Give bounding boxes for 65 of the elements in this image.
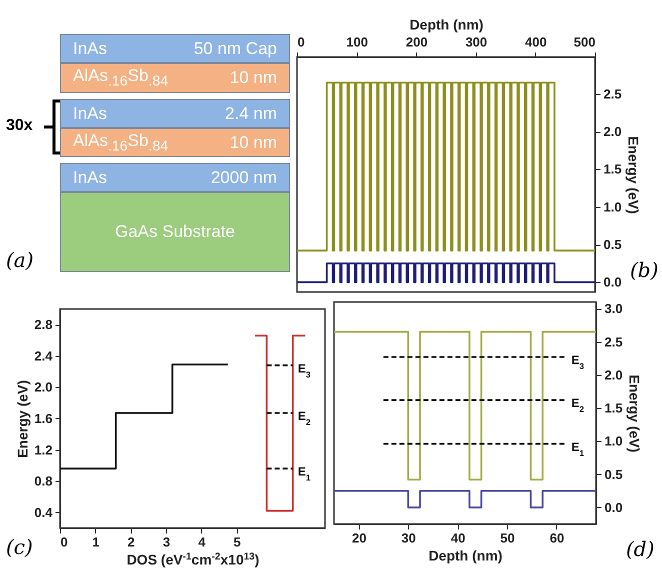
text: AlAs$_{.16}$Sb$_{.84}$ bbox=[73, 66, 168, 90]
x-tick-label: 400 bbox=[525, 34, 547, 50]
text: InAs bbox=[73, 38, 108, 58]
x-tick-label: 2 bbox=[128, 534, 135, 550]
x-tick-label: 50 bbox=[500, 530, 515, 546]
text: (d) bbox=[626, 537, 654, 561]
x-tick-label: 40 bbox=[450, 530, 466, 546]
text: 2000 nm bbox=[210, 168, 277, 188]
y-tick-label: 0.5 bbox=[604, 237, 622, 252]
y-tick-label: 1.2 bbox=[34, 442, 52, 458]
series-label: E$_{2}$ bbox=[298, 409, 311, 428]
x-tick-label: 30 bbox=[401, 530, 416, 546]
y-tick-label: 0.5 bbox=[604, 466, 623, 482]
y-tick-label: 0.4 bbox=[34, 504, 54, 520]
x-tick-label: 500 bbox=[574, 34, 596, 50]
y-axis-title: Energy (eV) bbox=[626, 136, 642, 214]
text: 30x bbox=[6, 117, 33, 135]
y-axis-title: Energy (eV) bbox=[14, 380, 30, 458]
series-label: E$_{1}$ bbox=[298, 464, 311, 483]
x-tick-label: 5 bbox=[234, 534, 241, 550]
text: (a) bbox=[6, 248, 34, 272]
text: 10 nm bbox=[230, 132, 277, 152]
y-tick-label: 3.0 bbox=[604, 301, 623, 316]
text: (b) bbox=[630, 258, 658, 282]
x-tick-label: 60 bbox=[550, 530, 564, 546]
x-axis-title: DOS (eV$^{-1}$cm$^{-2}$x10$^{13}$) bbox=[126, 551, 260, 568]
y-tick-label: 1.6 bbox=[34, 411, 52, 426]
text: GaAs Substrate bbox=[114, 222, 236, 242]
y-tick-label: 2.0 bbox=[34, 380, 52, 395]
text: InAs bbox=[73, 104, 108, 124]
text: 10 nm bbox=[230, 68, 277, 88]
x-axis-title: Depth (nm) bbox=[428, 548, 502, 564]
y-tick-label: 0.0 bbox=[604, 274, 622, 290]
y-tick-label: 2.8 bbox=[34, 317, 52, 332]
y-tick-label: 1.5 bbox=[604, 400, 623, 416]
x-tick-label: 300 bbox=[465, 34, 488, 50]
y-axis-title: Energy (eV) bbox=[626, 374, 643, 452]
y-tick-label: 2.4 bbox=[34, 348, 54, 364]
x-tick-label: 3 bbox=[162, 534, 170, 550]
x-tick-label: 200 bbox=[406, 34, 428, 50]
x-tick-label: 4 bbox=[198, 534, 206, 550]
text: 2.4 nm bbox=[225, 104, 277, 124]
text: AlAs$_{.16}$Sb$_{.84}$ bbox=[73, 130, 168, 154]
series-label: E$_{2}$ bbox=[571, 396, 584, 414]
y-tick-label: 1.0 bbox=[604, 199, 622, 214]
y-tick-label: 2.5 bbox=[604, 334, 623, 350]
series-label: E$_{3}$ bbox=[298, 361, 311, 380]
x-tick-label: 0 bbox=[60, 534, 68, 550]
y-tick-label: 2.5 bbox=[604, 86, 622, 102]
y-tick-label: 1.5 bbox=[604, 162, 622, 177]
x-tick-label: 1 bbox=[92, 534, 100, 550]
text: 50 nm Cap bbox=[194, 38, 277, 58]
text: InAs bbox=[73, 168, 108, 188]
x-tick-label: 100 bbox=[346, 34, 368, 50]
series-label: E$_{3}$ bbox=[571, 353, 584, 372]
y-tick-label: 1.0 bbox=[604, 434, 623, 449]
y-tick-label: 2.0 bbox=[604, 367, 623, 382]
x-axis-title: Depth (nm) bbox=[410, 16, 484, 32]
y-tick-label: 2.0 bbox=[604, 124, 622, 140]
x-tick-label: 20 bbox=[352, 530, 366, 546]
x-tick-label: 0 bbox=[298, 34, 305, 50]
y-tick-label: 0.0 bbox=[604, 500, 623, 515]
y-tick-label: 0.8 bbox=[34, 474, 52, 489]
text: (c) bbox=[6, 535, 33, 559]
series-label: E$_{1}$ bbox=[571, 440, 584, 458]
